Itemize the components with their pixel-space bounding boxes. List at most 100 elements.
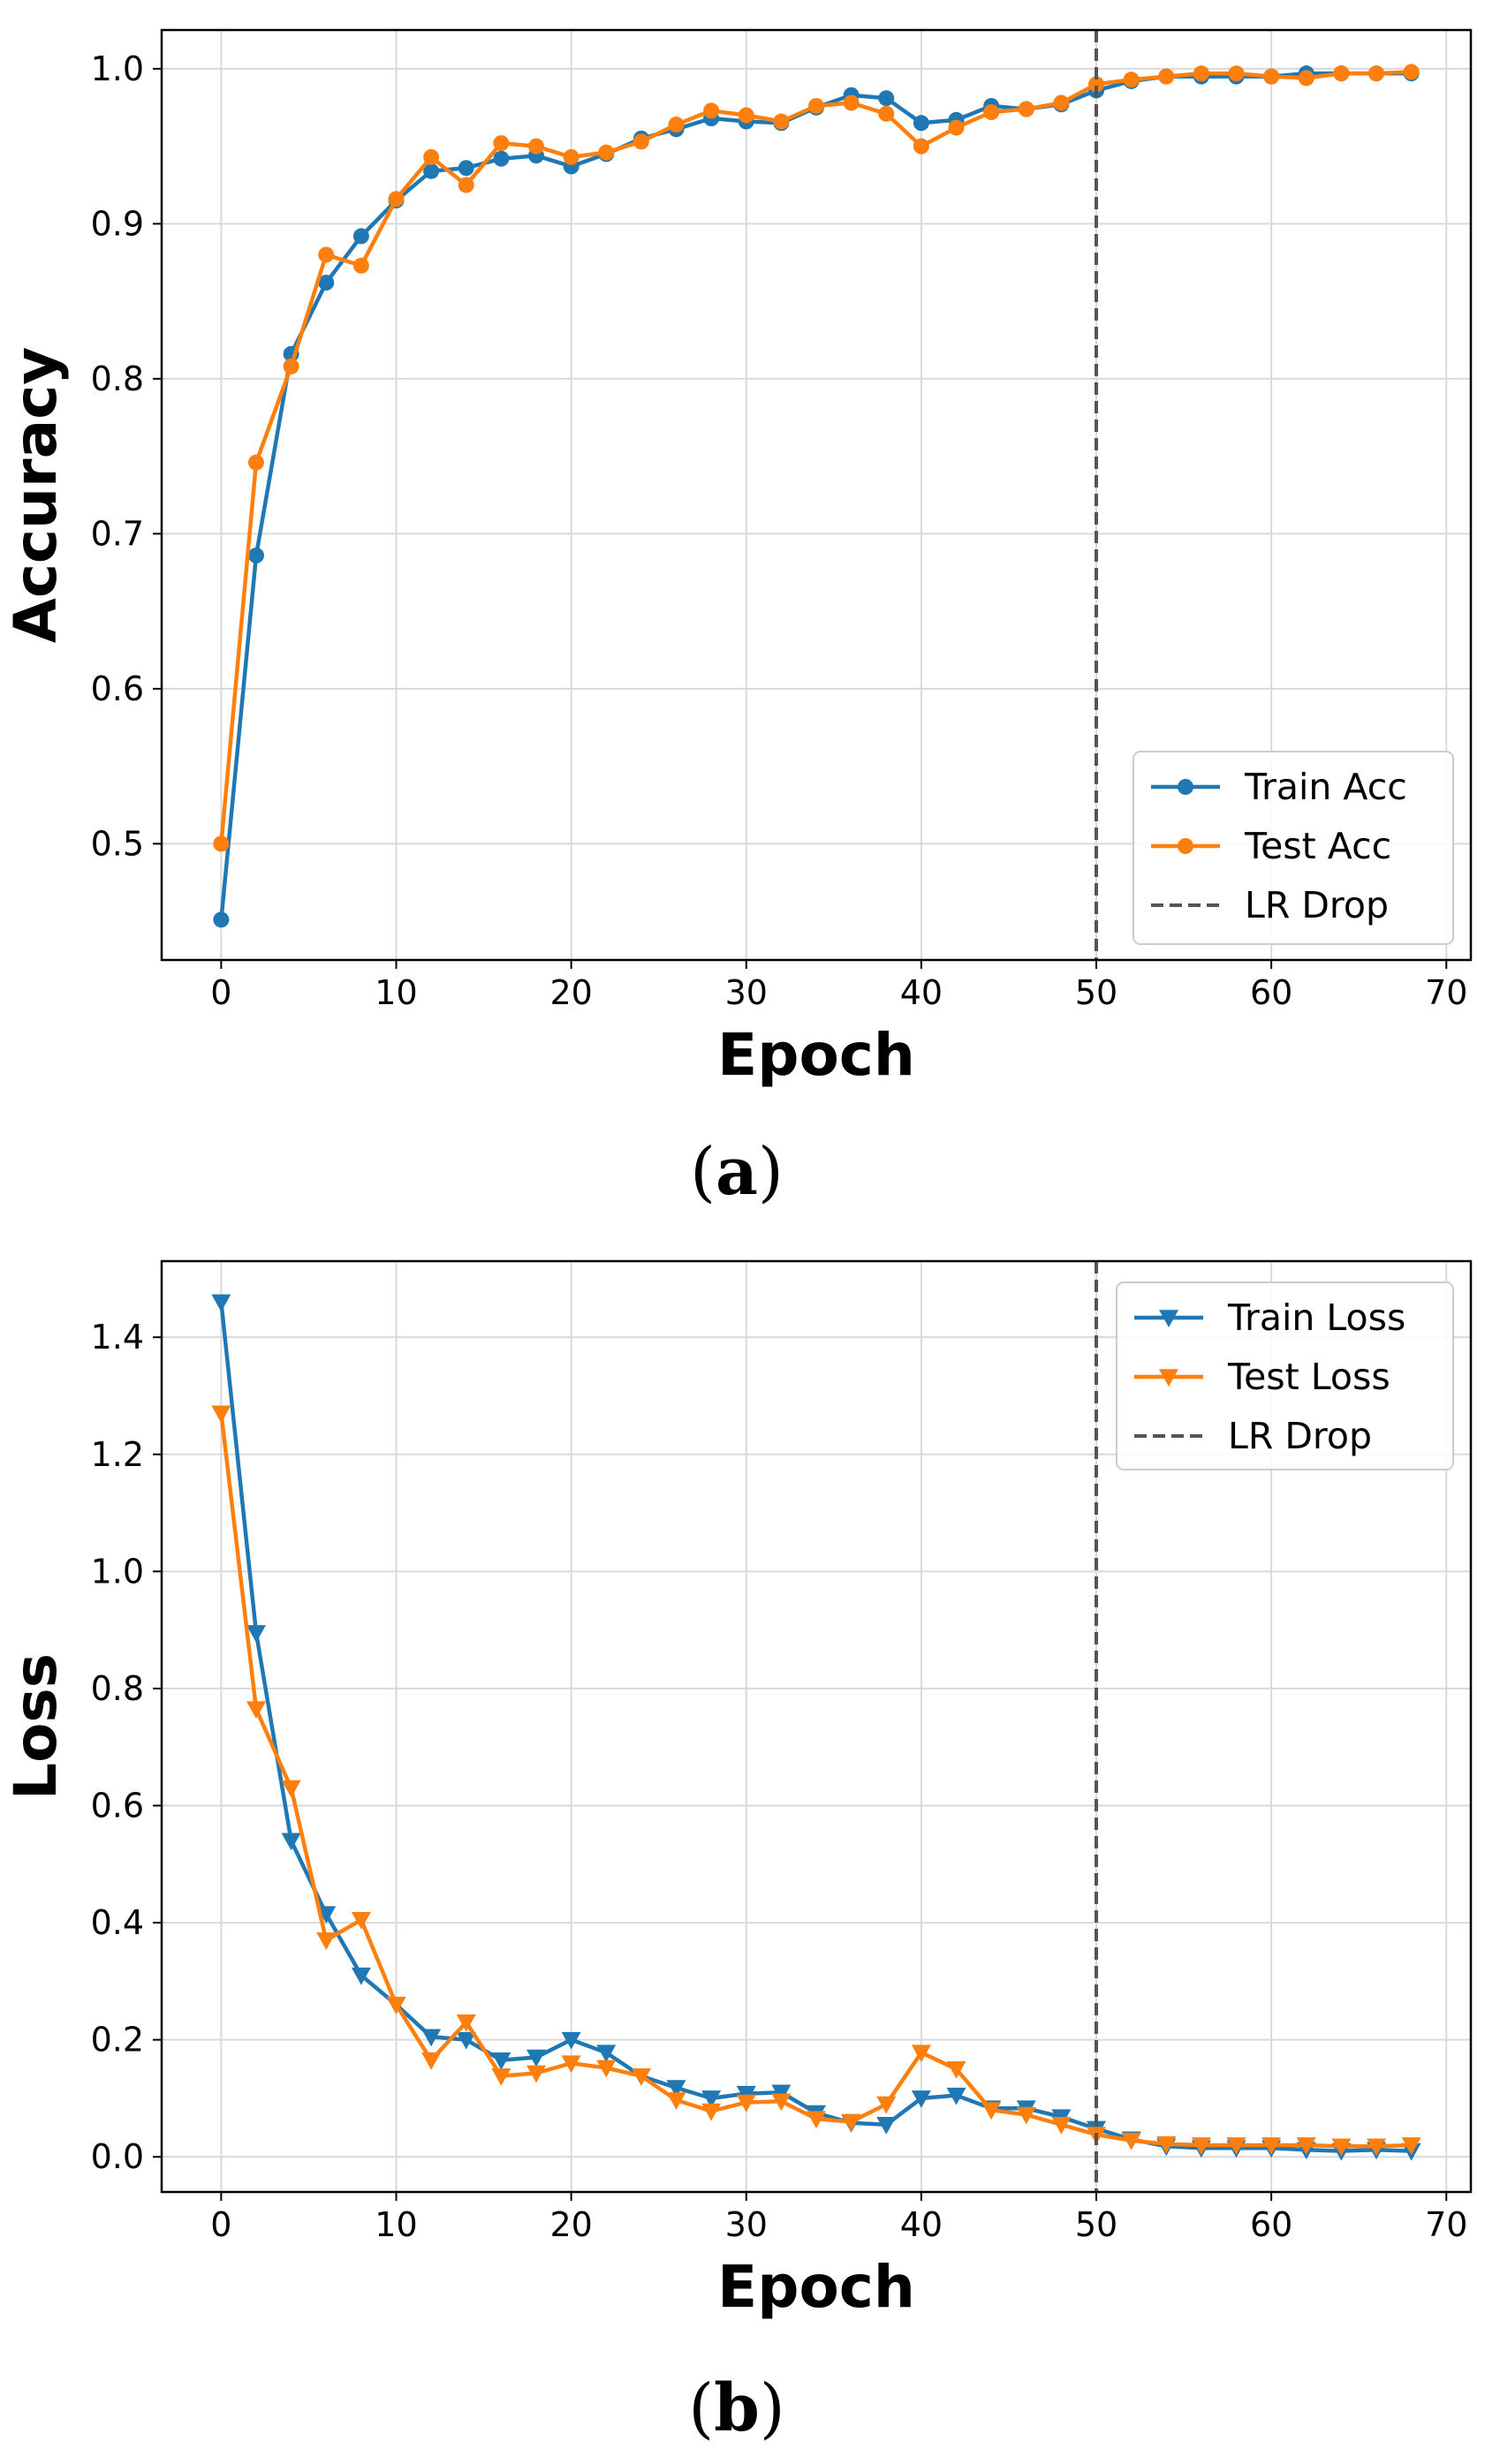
- test-loss-point: [526, 2065, 546, 2083]
- train-loss-point: [596, 2045, 617, 2063]
- train-acc-point: [913, 115, 929, 132]
- test-acc-point: [493, 135, 510, 152]
- legend-test-acc-label: Test Acc: [1244, 825, 1391, 867]
- test-loss-point: [666, 2092, 686, 2110]
- plot-area: [211, 1294, 1421, 2161]
- y-tick-label: 0.2: [91, 2021, 144, 2060]
- x-tick-label: 20: [549, 973, 592, 1012]
- test-loss-point: [701, 2103, 722, 2121]
- train-acc-point: [458, 160, 474, 177]
- test-acc-point: [948, 119, 965, 136]
- y-axis-label: Loss: [2, 1653, 70, 1800]
- train-loss-point: [246, 1625, 266, 1643]
- y-tick-label: 0.6: [91, 669, 144, 708]
- test-loss-point: [211, 1405, 231, 1424]
- test-acc-point: [352, 257, 369, 274]
- x-tick-label: 50: [1075, 973, 1117, 1012]
- train-loss-point: [211, 1294, 231, 1312]
- test-loss-point: [1331, 2138, 1352, 2157]
- train-loss-point: [876, 2116, 897, 2135]
- plot-area: [213, 64, 1420, 928]
- test-loss-point: [421, 2052, 442, 2070]
- train-loss-point: [421, 2029, 442, 2047]
- test-acc-point: [1228, 65, 1245, 82]
- y-tick-label: 0.9: [91, 204, 144, 243]
- test-loss-point: [736, 2094, 756, 2113]
- test-acc-point: [388, 191, 405, 208]
- caption-close-paren: ): [758, 1134, 784, 1210]
- test-loss-point: [981, 2102, 1002, 2120]
- test-acc-point: [633, 133, 649, 150]
- y-tick-label: 0.8: [91, 1669, 144, 1708]
- x-tick-label: 40: [900, 2205, 943, 2244]
- test-loss-point: [1121, 2132, 1141, 2150]
- y-tick-label: 1.4: [91, 1318, 144, 1357]
- y-tick-label: 1.0: [91, 49, 144, 88]
- test-loss-point: [316, 1932, 337, 1950]
- train-loss-point: [666, 2080, 686, 2098]
- test-acc-point: [1333, 65, 1350, 82]
- y-tick-label: 0.4: [91, 1903, 144, 1942]
- train-acc-point: [352, 228, 369, 245]
- x-tick-label: 50: [1075, 2205, 1117, 2244]
- test-acc-point: [843, 94, 860, 111]
- test-loss-point: [1226, 2137, 1246, 2155]
- test-acc-point: [1088, 76, 1105, 93]
- test-acc-point: [213, 835, 230, 852]
- axes-frame: [160, 1259, 1473, 2194]
- train-loss-point: [701, 2090, 722, 2108]
- y-tick-label: 1.0: [91, 1552, 144, 1591]
- test-loss-point: [1296, 2137, 1316, 2155]
- train-loss-point: [946, 2087, 966, 2105]
- y-tick-label: 0.8: [91, 359, 144, 398]
- test-loss-point: [456, 2014, 476, 2032]
- test-loss-point: [246, 1701, 266, 1720]
- test-loss-point: [631, 2067, 651, 2086]
- x-tick-label: 10: [375, 973, 417, 1012]
- legend-test-loss-label: Test Loss: [1227, 1356, 1390, 1398]
- test-loss-point: [561, 2055, 581, 2074]
- test-acc-point: [283, 358, 299, 374]
- train-loss-point: [456, 2031, 476, 2050]
- test-loss-point: [876, 2096, 897, 2114]
- test-acc-point: [1193, 65, 1209, 82]
- test-acc-point: [738, 107, 754, 124]
- caption-letter: b: [714, 2370, 760, 2446]
- test-acc-line: [219, 70, 1412, 844]
- test-acc-point: [878, 105, 895, 122]
- train-loss-point: [736, 2085, 756, 2104]
- legend-train-loss-label: Train Loss: [1227, 1296, 1405, 1339]
- axes-frame: [160, 28, 1473, 962]
- x-tick-label: 20: [549, 2205, 592, 2244]
- test-acc-point: [983, 104, 1000, 121]
- y-axis-label: Accuracy: [2, 347, 70, 644]
- test-acc-point: [703, 102, 720, 119]
- test-loss-point: [351, 1911, 371, 1930]
- train-loss-point: [771, 2084, 792, 2103]
- test-acc-point: [423, 148, 440, 165]
- train-acc-point: [423, 163, 440, 179]
- test-acc-point: [1158, 68, 1175, 85]
- x-tick-label: 0: [210, 973, 231, 1012]
- test-loss-point: [946, 2060, 966, 2079]
- test-acc-point: [1298, 70, 1314, 87]
- test-acc-point: [598, 144, 615, 161]
- train-loss-point: [526, 2049, 546, 2067]
- x-tick-label: 10: [375, 2205, 417, 2244]
- legend-test-acc-marker: [1178, 838, 1193, 854]
- legend-lr-drop-label: LR Drop: [1245, 884, 1389, 926]
- test-loss-point: [1261, 2137, 1282, 2155]
- test-acc-point: [1403, 64, 1420, 80]
- train-loss-point: [491, 2052, 511, 2070]
- test-acc-point: [808, 97, 824, 114]
- panel-caption: (a): [690, 1134, 784, 1210]
- test-acc-point: [1123, 72, 1140, 88]
- test-acc-point: [1053, 94, 1070, 111]
- legend-train-acc-marker: [1178, 779, 1193, 795]
- caption-open-paren: (: [688, 2370, 714, 2446]
- test-acc-point: [1368, 65, 1385, 82]
- legend-train-loss-marker: [1159, 1310, 1178, 1327]
- test-acc-point: [1018, 101, 1034, 117]
- test-acc-point: [668, 117, 685, 133]
- legend: Train Loss Test Loss LR Drop: [1116, 1281, 1454, 1470]
